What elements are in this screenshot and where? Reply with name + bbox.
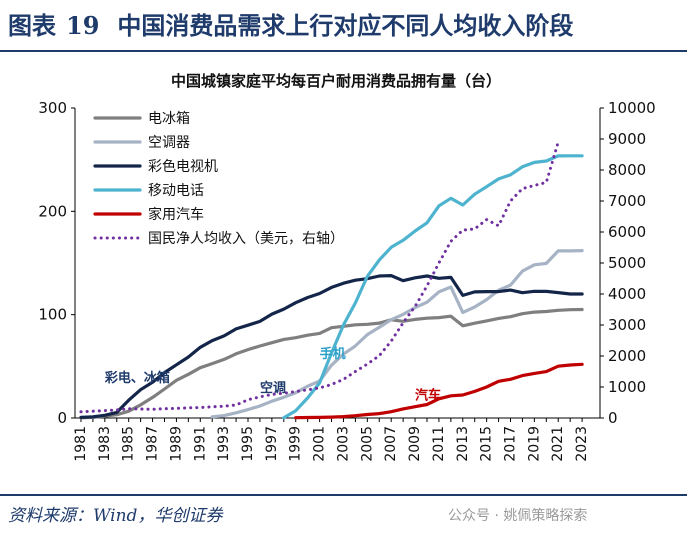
watermark: 公众号 · 姚佩策略探索 bbox=[448, 508, 588, 524]
y-left-tick-label: 100 bbox=[38, 306, 67, 324]
x-tick-label: 1999 bbox=[288, 426, 304, 462]
x-tick-label: 1989 bbox=[168, 426, 184, 462]
x-tick-label: 1983 bbox=[97, 426, 113, 462]
title-divider bbox=[0, 50, 687, 52]
x-tick-label: 2019 bbox=[526, 426, 542, 462]
figure-label: 图表 bbox=[8, 11, 56, 40]
x-tick-label: 2015 bbox=[479, 426, 495, 462]
y-left-tick-label: 0 bbox=[57, 409, 67, 427]
legend-label-1: 空调器 bbox=[148, 135, 190, 151]
x-tick-label: 2007 bbox=[383, 426, 399, 462]
series-lines bbox=[79, 140, 584, 420]
y-right-tick-label: 8000 bbox=[608, 161, 646, 179]
figure-heading: 中国消费品需求上行对应不同人均收入阶段 bbox=[117, 11, 574, 40]
figure-number: 19 bbox=[66, 11, 100, 40]
x-tick-label: 2001 bbox=[312, 426, 328, 462]
chart: 中国城镇家庭平均每百户耐用消费品拥有量（台） 01002003000100020… bbox=[38, 72, 655, 462]
x-tick-label: 2011 bbox=[431, 426, 447, 462]
y-right-tick-label: 2000 bbox=[608, 347, 646, 365]
legend-label-0: 电冰箱 bbox=[148, 111, 190, 127]
legend-label-4: 家用汽车 bbox=[148, 206, 204, 223]
x-tick-label: 1993 bbox=[216, 426, 232, 462]
figure-title: 图表 19 中国消费品需求上行对应不同人均收入阶段 bbox=[8, 6, 573, 41]
y-right-tick-label: 0 bbox=[608, 409, 618, 427]
y-right-tick-label: 5000 bbox=[608, 254, 646, 272]
annotation-1: 空调 bbox=[260, 380, 286, 396]
chart-title: 中国城镇家庭平均每百户耐用消费品拥有量（台） bbox=[171, 72, 501, 90]
y-right-tick-label: 1000 bbox=[608, 378, 646, 396]
y-right-tick-label: 7000 bbox=[608, 192, 646, 210]
y-right-tick-label: 10000 bbox=[608, 99, 656, 117]
x-tick-label: 2013 bbox=[455, 426, 471, 462]
series-line-1 bbox=[210, 249, 584, 419]
x-tick-label: 1995 bbox=[240, 426, 256, 462]
legend-label-5: 国民净人均收入（美元，右轴） bbox=[148, 231, 344, 247]
x-tick-label: 2003 bbox=[335, 426, 351, 462]
annotation-3: 汽车 bbox=[415, 387, 441, 403]
x-tick-label: 1991 bbox=[192, 426, 208, 462]
x-tick-label: 2021 bbox=[550, 426, 566, 462]
x-tick-label: 2009 bbox=[407, 426, 423, 462]
legend-label-3: 移动电话 bbox=[148, 183, 204, 199]
y-right-tick-label: 3000 bbox=[608, 316, 646, 334]
legend-label-2: 彩色电视机 bbox=[148, 158, 218, 175]
y-left-tick-label: 200 bbox=[38, 202, 67, 220]
x-tick-label: 1987 bbox=[145, 426, 161, 462]
x-tick-label: 1997 bbox=[264, 426, 280, 462]
x-tick-label: 2017 bbox=[503, 426, 519, 462]
x-tick-label: 2023 bbox=[574, 426, 590, 462]
footer-divider bbox=[0, 494, 687, 496]
x-tick-label: 2005 bbox=[359, 426, 375, 462]
x-tick-label: 1981 bbox=[73, 426, 89, 462]
source-note: 资料来源：Wind，华创证券 bbox=[8, 506, 223, 526]
series-line-3 bbox=[282, 154, 584, 420]
annotation-2: 手机 bbox=[320, 346, 346, 362]
y-right-tick-label: 4000 bbox=[608, 285, 646, 303]
axes: 0100200300010002000300040005000600070008… bbox=[38, 99, 655, 462]
series-line-0 bbox=[79, 307, 584, 420]
series-line-2 bbox=[79, 274, 584, 419]
annotation-0: 彩电、冰箱 bbox=[104, 370, 170, 386]
y-right-tick-label: 6000 bbox=[608, 223, 646, 241]
series-line-5 bbox=[79, 140, 560, 414]
y-right-tick-label: 9000 bbox=[608, 130, 646, 148]
series-line-4 bbox=[294, 362, 584, 420]
x-tick-label: 1985 bbox=[121, 426, 137, 462]
y-left-tick-label: 300 bbox=[38, 99, 67, 117]
